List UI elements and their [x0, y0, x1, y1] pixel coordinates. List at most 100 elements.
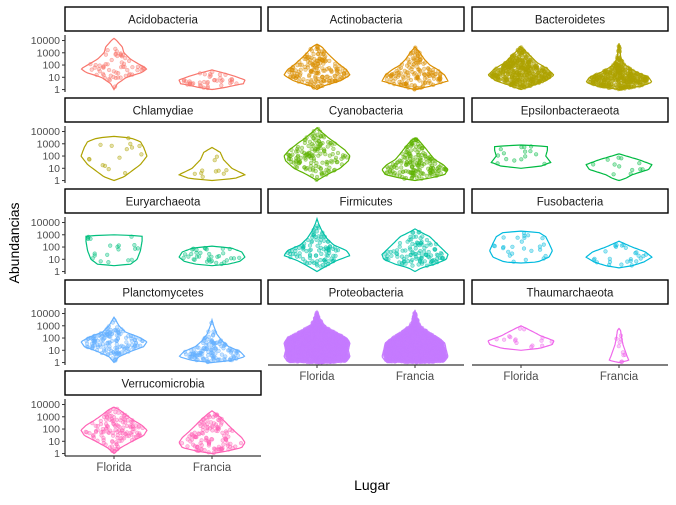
point-acidobacteria-francia [206, 85, 210, 89]
point-acidobacteria-francia [221, 78, 225, 82]
point-cyanobacteria-florida [314, 139, 318, 143]
point-euryarchaeota-florida [136, 247, 140, 251]
point-cyanobacteria-florida [324, 152, 328, 156]
point-euryarchaeota-francia [207, 252, 211, 256]
point-proteobacteria-florida [336, 357, 340, 361]
point-bacteroidetes-francia [617, 77, 621, 81]
point-bacteroidetes-francia [631, 74, 635, 78]
point-actinobacteria-francia [389, 77, 393, 81]
violin-chlamydiae-francia [179, 148, 245, 181]
point-actinobacteria-francia [407, 77, 411, 81]
point-acidobacteria-florida [123, 56, 127, 60]
point-acidobacteria-florida [101, 66, 105, 70]
point-fusobacteria-francia [620, 244, 624, 248]
point-planctomycetes-francia [202, 347, 206, 351]
point-proteobacteria-florida [310, 328, 314, 332]
point-actinobacteria-florida [306, 79, 310, 83]
point-bacteroidetes-francia [638, 80, 642, 84]
point-acidobacteria-florida [116, 71, 120, 75]
point-cyanobacteria-francia [410, 165, 414, 169]
point-planctomycetes-florida [96, 343, 100, 347]
point-acidobacteria-florida [106, 48, 110, 52]
point-firmicutes-florida [298, 255, 302, 259]
point-cyanobacteria-francia [413, 148, 417, 152]
strip-label-planctomycetes: Planctomycetes [122, 288, 203, 300]
point-cyanobacteria-francia [399, 166, 403, 170]
point-planctomycetes-florida [115, 348, 119, 352]
point-proteobacteria-florida [331, 341, 335, 345]
point-proteobacteria-florida [318, 337, 322, 341]
point-fusobacteria-florida [510, 252, 514, 256]
strip-label-fusobacteria: Fusobacteria [537, 197, 604, 209]
point-acidobacteria-francia [184, 80, 188, 84]
point-fusobacteria-francia [635, 251, 639, 255]
y-tick-label-chlamydiae: 10 [48, 163, 60, 175]
point-actinobacteria-francia [406, 71, 410, 75]
point-acidobacteria-florida [122, 62, 126, 66]
point-planctomycetes-francia [214, 341, 218, 345]
point-bacteroidetes-florida [524, 55, 528, 59]
point-bacteroidetes-florida [535, 76, 539, 80]
point-cyanobacteria-florida [298, 160, 302, 164]
point-planctomycetes-florida [130, 339, 134, 343]
point-actinobacteria-florida [313, 76, 317, 80]
point-bacteroidetes-francia [621, 67, 625, 71]
point-proteobacteria-florida [304, 332, 308, 336]
point-proteobacteria-florida [307, 335, 311, 339]
point-firmicutes-florida [316, 244, 320, 248]
point-proteobacteria-florida [340, 349, 344, 353]
point-firmicutes-francia [428, 241, 432, 245]
point-proteobacteria-florida [310, 338, 314, 342]
point-firmicutes-francia [409, 253, 413, 257]
point-cyanobacteria-florida [304, 167, 308, 171]
point-firmicutes-florida [314, 235, 318, 239]
point-euryarchaeota-francia [237, 256, 241, 260]
point-bacteroidetes-florida [540, 76, 544, 80]
point-fusobacteria-florida [520, 240, 524, 244]
point-acidobacteria-florida [112, 75, 116, 79]
point-fusobacteria-florida [542, 243, 546, 247]
point-actinobacteria-francia [427, 81, 431, 85]
point-firmicutes-florida [330, 257, 334, 261]
point-firmicutes-francia [411, 264, 415, 268]
point-bacteroidetes-florida [515, 71, 519, 75]
point-firmicutes-francia [395, 249, 399, 253]
point-euryarchaeota-francia [192, 258, 196, 262]
point-bacteroidetes-francia [609, 68, 613, 72]
strip-label-chlamydiae: Chlamydiae [133, 106, 194, 118]
point-cyanobacteria-florida [315, 161, 319, 165]
point-euryarchaeota-francia [210, 259, 214, 263]
point-proteobacteria-florida [295, 354, 299, 358]
point-acidobacteria-florida [107, 68, 111, 72]
point-acidobacteria-francia [206, 80, 210, 84]
point-cyanobacteria-florida [331, 152, 335, 156]
point-cyanobacteria-francia [393, 164, 397, 168]
point-fusobacteria-florida [538, 245, 542, 249]
point-actinobacteria-francia [418, 79, 422, 83]
point-euryarchaeota-francia [183, 253, 187, 257]
point-fusobacteria-florida [501, 246, 505, 250]
point-cyanobacteria-florida [296, 149, 300, 153]
strip-label-euryarchaeota: Euryarchaeota [126, 197, 201, 209]
point-chlamydiae-francia [193, 172, 197, 176]
point-firmicutes-francia [404, 249, 408, 253]
point-actinobacteria-francia [419, 58, 423, 62]
point-actinobacteria-francia [410, 83, 414, 87]
point-chlamydiae-florida [107, 167, 111, 171]
point-cyanobacteria-francia [403, 156, 407, 160]
y-tick-label-euryarchaeota: 1000 [37, 229, 61, 241]
point-euryarchaeota-francia [216, 255, 220, 259]
point-planctomycetes-florida [132, 346, 136, 350]
point-firmicutes-francia [406, 259, 410, 263]
point-actinobacteria-florida [305, 57, 309, 61]
point-chlamydiae-florida [125, 147, 129, 151]
point-bacteroidetes-florida [532, 69, 536, 73]
point-fusobacteria-francia [635, 260, 639, 264]
point-acidobacteria-florida [98, 70, 102, 74]
point-cyanobacteria-florida [300, 146, 304, 150]
point-cyanobacteria-francia [417, 153, 421, 157]
point-cyanobacteria-florida [330, 161, 334, 165]
point-firmicutes-francia [402, 260, 406, 264]
point-actinobacteria-florida [314, 66, 318, 70]
point-firmicutes-francia [398, 241, 402, 245]
